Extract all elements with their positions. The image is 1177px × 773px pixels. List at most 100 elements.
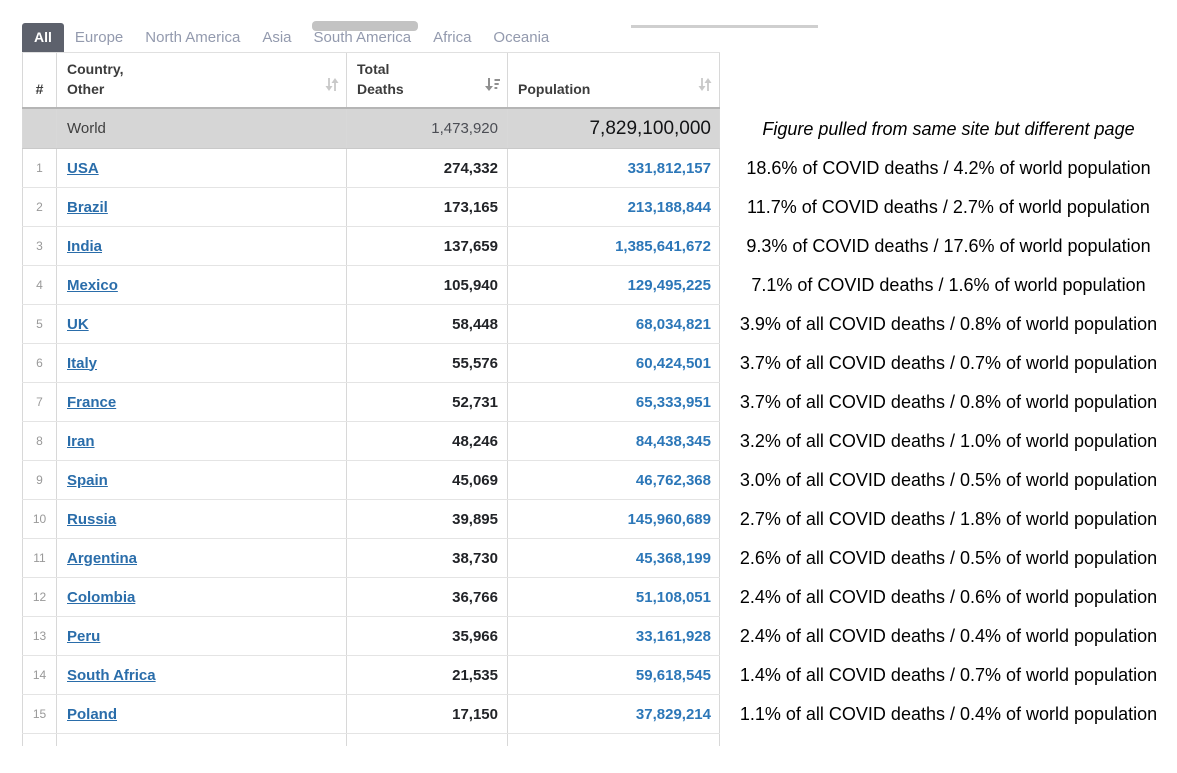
- continent-tab[interactable]: Asia: [262, 29, 292, 46]
- sort-both-icon[interactable]: [325, 77, 339, 97]
- world-annotation: Figure pulled from same site but differe…: [762, 118, 1135, 139]
- population-link[interactable]: 45,368,199: [635, 549, 711, 567]
- header-population[interactable]: Population: [508, 53, 720, 107]
- table-row: 15 Poland 17,150 37,829,214: [22, 695, 720, 734]
- rank-cell: 6: [22, 344, 57, 382]
- world-row: World 1,473,920 7,829,100,000: [22, 109, 720, 149]
- table-row: 4 Mexico 105,940 129,495,225: [22, 266, 720, 305]
- rank-cell: 10: [22, 500, 57, 538]
- continent-tab[interactable]: All: [22, 23, 64, 52]
- world-rank-cell: [22, 109, 57, 148]
- population-cell: 45,368,199: [508, 539, 720, 577]
- partial-country-cell: [57, 734, 347, 746]
- table-body: 1 USA 274,332 331,812,157 2 Brazil 173,1…: [22, 149, 720, 734]
- population-link[interactable]: 213,188,844: [627, 198, 711, 216]
- header-country[interactable]: Country, Other: [57, 53, 347, 107]
- population-cell: 213,188,844: [508, 188, 720, 226]
- country-link[interactable]: Mexico: [67, 276, 118, 294]
- population-link[interactable]: 37,829,214: [635, 705, 711, 723]
- country-link[interactable]: Italy: [67, 354, 98, 372]
- deaths-value: 17,150: [347, 695, 508, 733]
- country-link[interactable]: South Africa: [67, 666, 156, 684]
- population-link[interactable]: 65,333,951: [635, 393, 711, 411]
- annotations-column: Figure pulled from same site but differe…: [720, 109, 1177, 746]
- row-annotation: 3.0% of all COVID deaths / 0.5% of world…: [739, 470, 1158, 490]
- country-cell: Colombia: [57, 578, 347, 616]
- country-link[interactable]: India: [67, 237, 103, 255]
- country-link[interactable]: UK: [67, 315, 89, 333]
- country-link[interactable]: France: [67, 393, 117, 411]
- row-annotation: 2.6% of all COVID deaths / 0.5% of world…: [739, 548, 1158, 568]
- country-cell: France: [57, 383, 347, 421]
- partial-rank-cell: [22, 734, 57, 746]
- row-annotation: 1.1% of all COVID deaths / 0.4% of world…: [739, 704, 1158, 724]
- rank-cell: 4: [22, 266, 57, 304]
- country-cell: UK: [57, 305, 347, 343]
- country-cell: Peru: [57, 617, 347, 655]
- row-annotation: 3.9% of all COVID deaths / 0.8% of world…: [739, 314, 1158, 334]
- population-link[interactable]: 1,385,641,672: [615, 237, 711, 255]
- deaths-value: 45,069: [347, 461, 508, 499]
- population-link[interactable]: 51,108,051: [635, 588, 711, 606]
- table-row: 11 Argentina 38,730 45,368,199: [22, 539, 720, 578]
- sort-both-icon[interactable]: [698, 77, 712, 97]
- country-link[interactable]: Spain: [67, 471, 108, 489]
- population-cell: 84,438,345: [508, 422, 720, 460]
- country-cell: Iran: [57, 422, 347, 460]
- table-row-partial: [22, 734, 720, 746]
- population-cell: 46,762,368: [508, 461, 720, 499]
- population-link[interactable]: 59,618,545: [635, 666, 711, 684]
- population-link[interactable]: 84,438,345: [635, 432, 711, 450]
- rank-cell: 1: [22, 149, 57, 187]
- country-link[interactable]: Argentina: [67, 549, 138, 567]
- rank-cell: 15: [22, 695, 57, 733]
- continent-tab[interactable]: Africa: [433, 29, 472, 46]
- country-link[interactable]: USA: [67, 159, 99, 177]
- continent-tab[interactable]: North America: [145, 29, 241, 46]
- main-content: # Country, Other Total: [22, 52, 1177, 746]
- continent-tab[interactable]: Oceania: [493, 29, 550, 46]
- header-deaths[interactable]: Total Deaths: [347, 53, 508, 107]
- world-population-value: 7,829,100,000: [508, 109, 720, 148]
- country-link[interactable]: Russia: [67, 510, 117, 528]
- country-link[interactable]: Colombia: [67, 588, 136, 606]
- continent-tab[interactable]: Europe: [74, 29, 124, 46]
- country-link[interactable]: Peru: [67, 627, 101, 645]
- deaths-value: 39,895: [347, 500, 508, 538]
- sort-desc-icon[interactable]: [485, 77, 500, 97]
- rank-cell: 13: [22, 617, 57, 655]
- population-link[interactable]: 33,161,928: [635, 627, 711, 645]
- country-link[interactable]: Poland: [67, 705, 118, 723]
- population-link[interactable]: 46,762,368: [635, 471, 711, 489]
- population-cell: 59,618,545: [508, 656, 720, 694]
- country-link[interactable]: Brazil: [67, 198, 108, 216]
- continent-tab[interactable]: South America: [313, 29, 412, 46]
- population-link[interactable]: 68,034,821: [635, 315, 711, 333]
- table-row: 3 India 137,659 1,385,641,672: [22, 227, 720, 266]
- population-cell: 33,161,928: [508, 617, 720, 655]
- world-label: World: [57, 109, 347, 148]
- header-rank[interactable]: #: [22, 53, 57, 107]
- table-row: 12 Colombia 36,766 51,108,051: [22, 578, 720, 617]
- country-cell: Brazil: [57, 188, 347, 226]
- row-annotation: 18.6% of COVID deaths / 4.2% of world po…: [746, 158, 1151, 178]
- deaths-value: 173,165: [347, 188, 508, 226]
- rank-cell: 2: [22, 188, 57, 226]
- table-row: 5 UK 58,448 68,034,821: [22, 305, 720, 344]
- population-link[interactable]: 129,495,225: [627, 276, 711, 294]
- deaths-value: 52,731: [347, 383, 508, 421]
- country-cell: USA: [57, 149, 347, 187]
- deaths-value: 137,659: [347, 227, 508, 265]
- row-annotation: 3.7% of all COVID deaths / 0.7% of world…: [739, 353, 1158, 373]
- cut-off-top-button[interactable]: [312, 21, 418, 31]
- table-header-row: # Country, Other Total: [22, 52, 720, 109]
- population-link[interactable]: 331,812,157: [627, 159, 711, 177]
- country-link[interactable]: Iran: [67, 432, 95, 450]
- population-cell: 37,829,214: [508, 695, 720, 733]
- deaths-value: 48,246: [347, 422, 508, 460]
- header-population-label: Population: [518, 81, 591, 97]
- row-annotation: 3.2% of all COVID deaths / 1.0% of world…: [739, 431, 1158, 451]
- population-link[interactable]: 145,960,689: [627, 510, 711, 528]
- population-link[interactable]: 60,424,501: [635, 354, 711, 372]
- country-cell: Russia: [57, 500, 347, 538]
